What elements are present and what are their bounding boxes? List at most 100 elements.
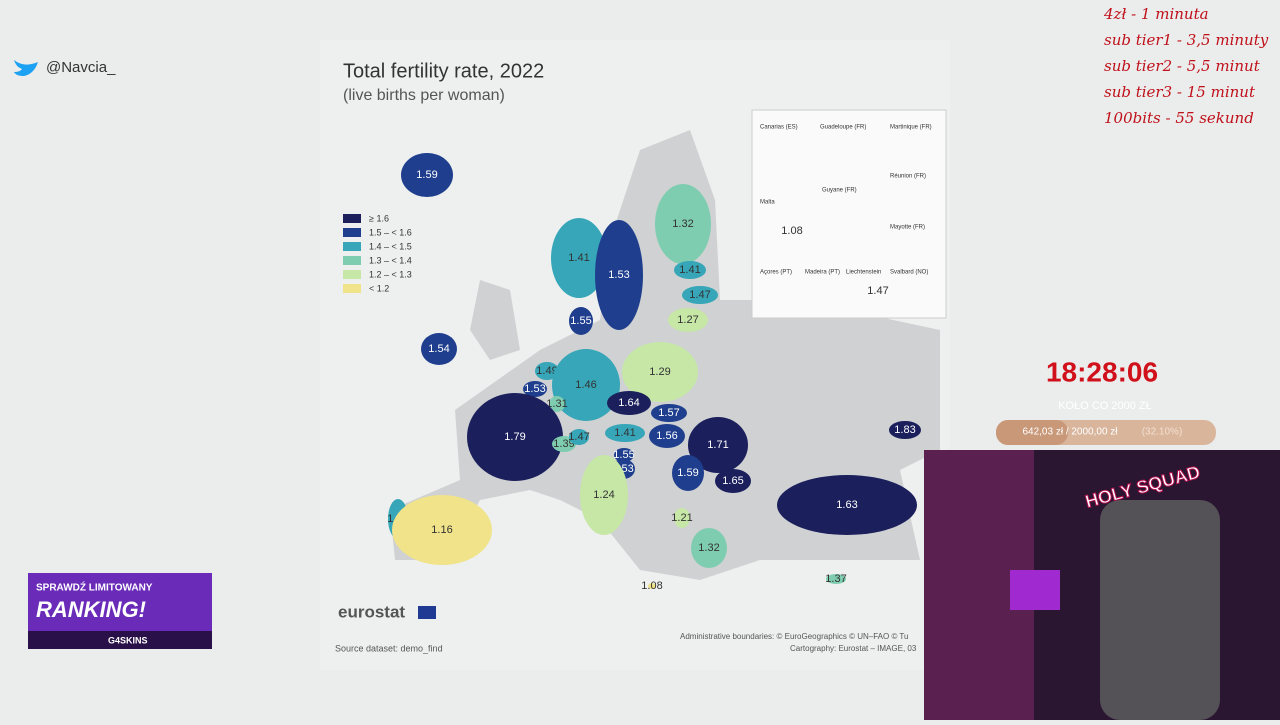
country xyxy=(674,261,706,279)
inset-value: 1.08 xyxy=(781,225,802,237)
country-value: 1.55 xyxy=(570,315,591,327)
country xyxy=(467,393,563,481)
twitter-handle: @Navcia_ xyxy=(46,59,116,76)
country xyxy=(622,342,698,402)
legend-swatch xyxy=(343,242,361,251)
credit: Cartography: Eurostat – IMAGE, 03 xyxy=(790,644,917,653)
country xyxy=(580,455,628,535)
country xyxy=(535,362,559,380)
legend-label: < 1.2 xyxy=(369,283,389,293)
country xyxy=(777,475,917,535)
country xyxy=(569,307,593,335)
map-subtitle: (live births per woman) xyxy=(343,87,505,104)
inset-name: Martinique (FR) xyxy=(890,125,932,131)
country xyxy=(549,396,565,412)
inset-value: 1.47 xyxy=(867,285,888,297)
country xyxy=(649,424,685,448)
country xyxy=(551,218,607,298)
country-value: 1.49 xyxy=(536,365,557,377)
eu-flag xyxy=(418,606,436,619)
legend-swatch xyxy=(343,228,361,237)
country-value: 1.21 xyxy=(671,512,692,524)
country-value: 1.31 xyxy=(546,398,567,410)
country-value: 1.53 xyxy=(608,269,629,281)
country-value: 1.59 xyxy=(416,169,437,181)
goal-percent: (32.10%) xyxy=(1142,427,1183,438)
country xyxy=(605,424,645,442)
brand: eurostat xyxy=(338,602,405,621)
country-value: 1.79 xyxy=(504,431,525,443)
country xyxy=(682,286,718,304)
inset-name: Guyane (FR) xyxy=(822,188,857,194)
country xyxy=(552,349,620,421)
country xyxy=(421,333,457,365)
country-value: 1.57 xyxy=(658,407,679,419)
promo-main: RANKING! xyxy=(36,597,146,622)
goal-title: KOŁO CO 2000 ZŁ xyxy=(1058,400,1152,412)
country xyxy=(668,308,708,332)
legend-label: 1.5 – < 1.6 xyxy=(369,227,412,237)
uk xyxy=(470,280,520,360)
country-value: 1.16 xyxy=(431,524,452,536)
legend-swatch xyxy=(343,270,361,279)
donation-rule: 100bits - 55 sekund xyxy=(1104,109,1254,127)
country-value: 1.08 xyxy=(641,580,662,592)
country-value: 1.71 xyxy=(707,439,728,451)
country-value: 1.56 xyxy=(656,430,677,442)
country-value: 1.54 xyxy=(428,343,449,355)
inset-panel xyxy=(751,109,947,319)
country-value: 1.47 xyxy=(568,431,589,443)
inset-name: Mayotte (FR) xyxy=(890,225,925,231)
country-value: 1.46 xyxy=(575,379,596,391)
source: Source dataset: demo_find xyxy=(335,643,443,653)
country xyxy=(826,574,846,584)
country-value: 1.65 xyxy=(722,475,743,487)
country-value: 1.41 xyxy=(568,252,589,264)
inset-name: Canarias (ES) xyxy=(760,125,798,131)
inset-name: Liechtenstein xyxy=(846,270,881,276)
legend-label: 1.3 – < 1.4 xyxy=(369,255,412,265)
legend-swatch xyxy=(343,256,361,265)
country-value: 1.41 xyxy=(679,264,700,276)
inset-name: Malta xyxy=(760,200,775,206)
country xyxy=(614,448,634,462)
country-value: 1.32 xyxy=(672,218,693,230)
country xyxy=(672,455,704,491)
country xyxy=(607,391,651,415)
timer: 18:28:06 xyxy=(1046,356,1158,387)
promo-brand: G4SKINS xyxy=(108,635,148,645)
twitter-icon xyxy=(14,60,38,76)
donation-rule: sub tier2 - 5,5 minut xyxy=(1104,57,1261,75)
country-value: 1.37 xyxy=(825,573,846,585)
country xyxy=(595,220,643,330)
legend-swatch xyxy=(343,214,361,223)
country xyxy=(688,417,748,473)
inset-name: Madeira (PT) xyxy=(805,270,840,276)
inset-name: Açores (PT) xyxy=(760,270,792,276)
map-title: Total fertility rate, 2022 xyxy=(343,60,544,82)
country-value: 1.63 xyxy=(836,499,857,511)
donation-rule: sub tier3 - 15 minut xyxy=(1104,83,1256,101)
country xyxy=(401,153,453,197)
country xyxy=(674,508,690,528)
country-value: 1.83 xyxy=(894,424,915,436)
country xyxy=(651,404,687,422)
chair xyxy=(1100,500,1220,720)
country-value: 1.29 xyxy=(649,366,670,378)
legend-swatch xyxy=(343,284,361,293)
promo-footer xyxy=(28,631,212,649)
promo-top: SPRAWDŹ LIMITOWANY xyxy=(36,581,153,594)
country xyxy=(691,528,727,568)
goal-fill xyxy=(996,420,1068,445)
goal-progress: 642,03 zł / 2000,00 zł xyxy=(1022,427,1118,438)
country-value: 1.53 xyxy=(524,383,545,395)
country xyxy=(569,429,589,445)
inset-name: Svalbard (NO) xyxy=(890,270,928,276)
country-value: 1.64 xyxy=(618,397,639,409)
neon xyxy=(1010,570,1060,610)
country xyxy=(648,583,656,589)
country-value: 1.39 xyxy=(553,438,574,450)
donation-rule: sub tier1 - 3,5 minuty xyxy=(1104,31,1269,49)
